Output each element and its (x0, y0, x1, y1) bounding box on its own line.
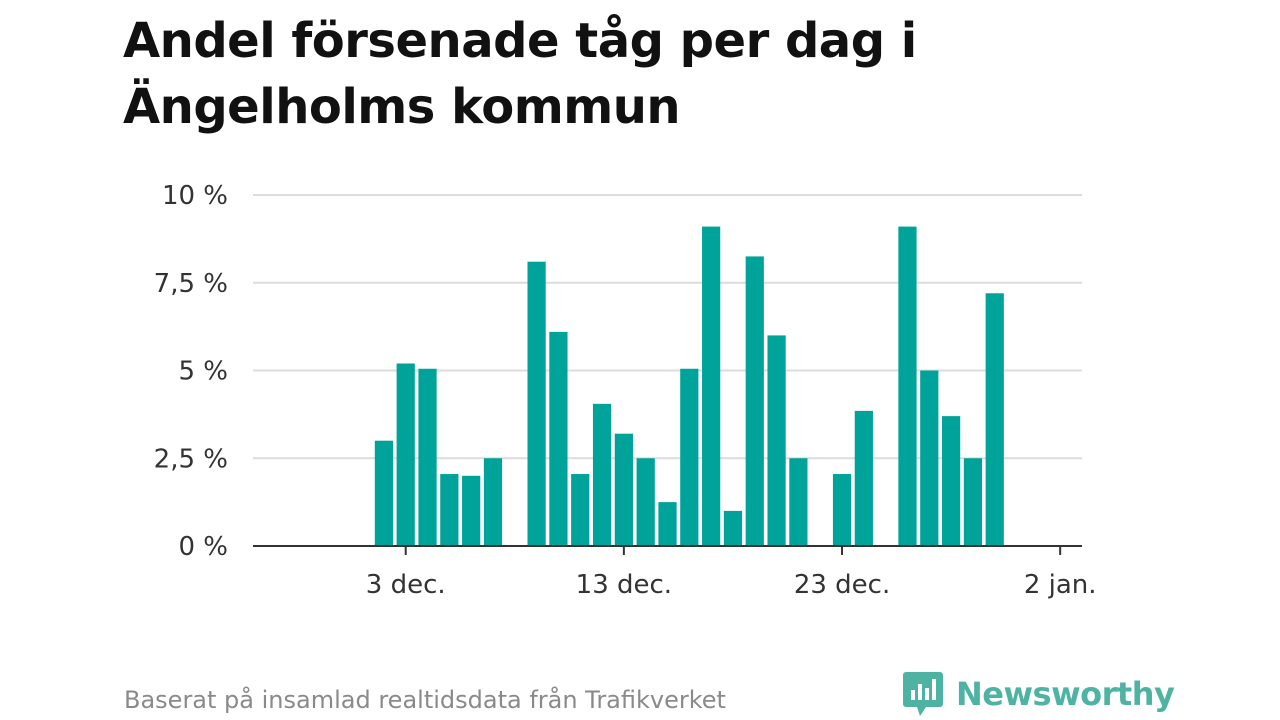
bar[interactable] (963, 458, 983, 546)
bar[interactable] (374, 440, 394, 546)
y-tick-labels: 0 % 2,5 % 5 % 7,5 % 10 % (154, 181, 228, 562)
x-tick-label: 13 dec. (576, 570, 672, 600)
bar[interactable] (723, 510, 743, 546)
x-tick-label: 3 dec. (366, 570, 446, 600)
bar[interactable] (745, 256, 764, 546)
bar[interactable] (483, 458, 503, 546)
bar-series (374, 226, 1004, 547)
chart-title: Andel försenade tåg per dag i Ängelholms… (123, 13, 917, 135)
bar-chart-speech-bubble-icon (903, 672, 943, 716)
x-axis (253, 545, 1082, 555)
brand-logo[interactable]: Newsworthy (902, 670, 1175, 718)
bar[interactable] (440, 474, 459, 546)
bar[interactable] (549, 331, 568, 546)
y-tick-label: 5 % (178, 357, 228, 387)
bar[interactable] (941, 416, 961, 546)
y-tick-label: 10 % (162, 181, 228, 211)
bar[interactable] (789, 458, 808, 546)
bar[interactable] (832, 474, 852, 546)
bar[interactable] (418, 368, 437, 546)
bar[interactable] (636, 458, 655, 546)
brand-name: Newsworthy (956, 675, 1175, 713)
y-tick-label: 0 % (178, 532, 228, 562)
bar[interactable] (592, 403, 612, 546)
bar[interactable] (898, 226, 917, 546)
x-tick-label: 23 dec. (794, 570, 890, 600)
bar[interactable] (658, 502, 677, 546)
bar[interactable] (920, 370, 939, 547)
bar[interactable] (680, 368, 699, 546)
bar[interactable] (702, 226, 721, 546)
bar[interactable] (527, 261, 546, 546)
source-note: Baserat på insamlad realtidsdata från Tr… (124, 686, 726, 714)
bar[interactable] (767, 335, 786, 546)
bar[interactable] (614, 433, 633, 546)
y-tick-label: 7,5 % (154, 269, 228, 299)
bar[interactable] (396, 363, 415, 546)
bar[interactable] (985, 293, 1004, 546)
bar[interactable] (571, 474, 590, 546)
x-tick-labels: 3 dec. 13 dec. 23 dec. 2 jan. (366, 570, 1097, 600)
x-tick-label: 2 jan. (1024, 570, 1097, 600)
y-tick-label: 2,5 % (154, 444, 228, 474)
bar[interactable] (854, 410, 873, 546)
bar[interactable] (462, 475, 481, 546)
